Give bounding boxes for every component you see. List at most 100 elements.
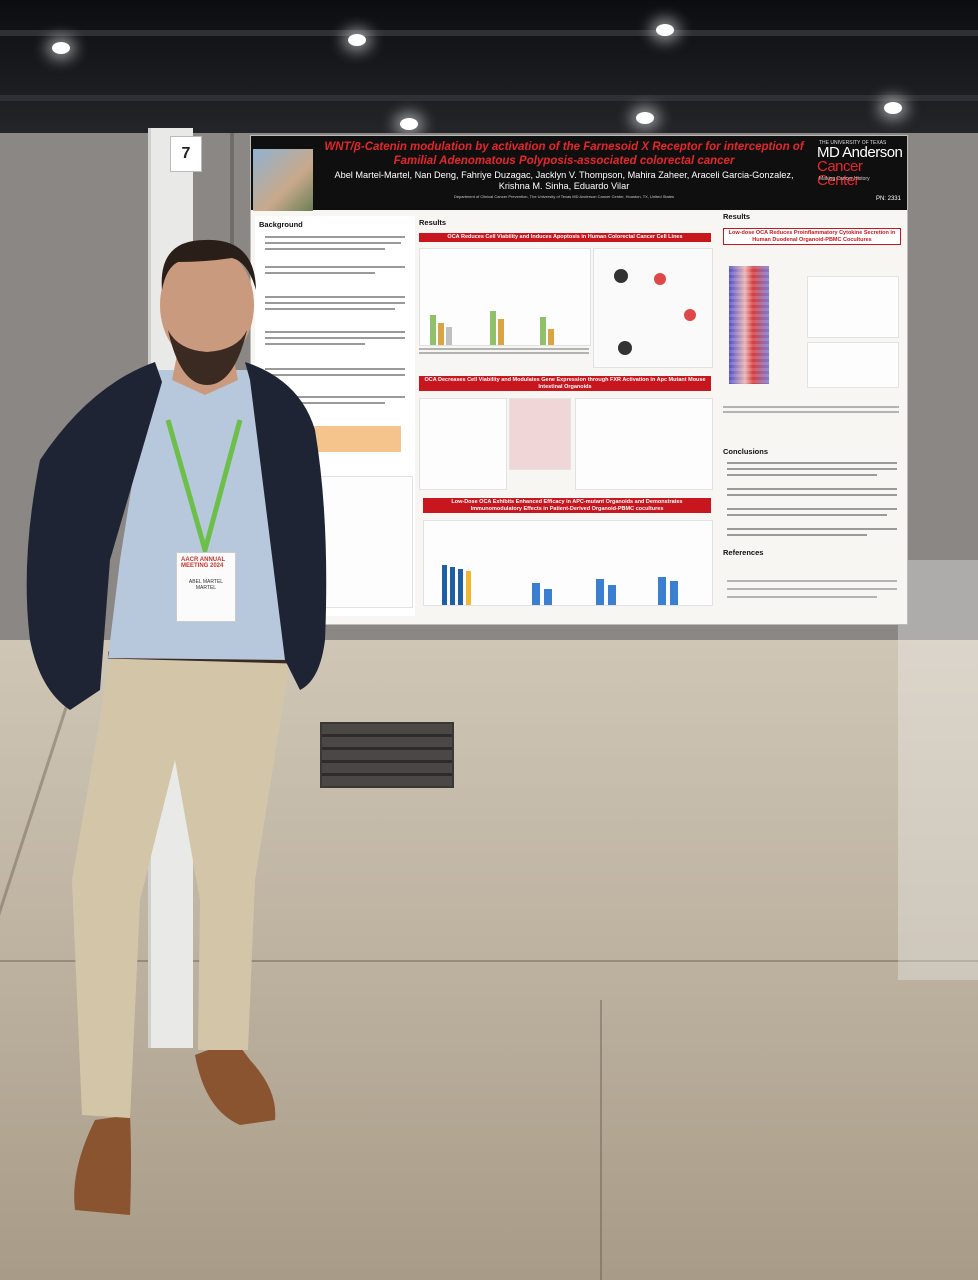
left-shoe xyxy=(74,1115,131,1215)
ceiling-light xyxy=(400,118,418,130)
results-heading-right: Results xyxy=(723,212,751,221)
chart-bar xyxy=(548,329,554,345)
text-line xyxy=(265,343,365,345)
blue-bar-charts xyxy=(423,520,713,606)
reference-line xyxy=(727,580,897,582)
histology-image xyxy=(509,398,571,470)
references-heading: References xyxy=(723,548,764,557)
text-line xyxy=(265,368,405,370)
hypothesis-box xyxy=(313,426,401,452)
text-line xyxy=(727,468,897,470)
glass-panel xyxy=(898,560,978,980)
floor-crack xyxy=(600,1000,602,1280)
chart-bar xyxy=(446,327,452,345)
poster-department: Department of Clinical Cancer Prevention… xyxy=(453,194,675,199)
text-line xyxy=(727,474,877,476)
chart-bar xyxy=(458,569,463,605)
chino-pants xyxy=(72,650,290,1118)
scatter-dot xyxy=(654,273,666,285)
text-line xyxy=(727,488,897,490)
poster-title: WNT/β-Catenin modulation by activation o… xyxy=(324,141,804,167)
ceiling xyxy=(0,0,978,140)
text-line xyxy=(265,248,385,250)
chart-bar xyxy=(498,319,504,345)
chart-bar xyxy=(438,323,444,345)
text-line xyxy=(727,528,897,530)
chart-bar xyxy=(442,565,447,605)
scatter-dot xyxy=(618,341,632,355)
chart-bar xyxy=(544,589,552,605)
poster-building-photo xyxy=(253,149,313,211)
gene-expression-panel xyxy=(575,398,713,490)
face xyxy=(160,245,254,365)
heatmap xyxy=(729,266,769,384)
jacket-right xyxy=(245,362,327,690)
text-line xyxy=(265,296,405,298)
poster-authors: Abel Martel-Martel, Nan Deng, Fahriye Du… xyxy=(334,170,794,191)
conclusions-heading: Conclusions xyxy=(723,447,769,456)
reference-line xyxy=(727,588,897,590)
research-poster: WNT/β-Catenin modulation by activation o… xyxy=(250,135,908,625)
poster-number: PN: 2331 xyxy=(875,196,901,202)
banner-cytokine: Low-dose OCA Reduces Proinflammatory Cyt… xyxy=(723,228,901,245)
banner-low-dose: Low-Dose OCA Exhibits Enhanced Efficacy … xyxy=(423,498,711,513)
ceiling-light xyxy=(52,42,70,54)
chart-bar xyxy=(540,317,546,345)
chart-bar xyxy=(670,581,678,605)
shirt xyxy=(108,370,290,660)
bar-chart-panel xyxy=(419,248,591,346)
line-chart-panel xyxy=(419,398,507,490)
text-line xyxy=(727,494,897,496)
text-line xyxy=(727,514,887,516)
caption-line xyxy=(419,348,589,350)
text-line xyxy=(727,534,867,536)
caption-line xyxy=(723,406,899,408)
reference-line xyxy=(727,596,877,598)
poster-header xyxy=(251,136,907,210)
text-line xyxy=(265,374,405,376)
right-shoe xyxy=(195,1040,276,1125)
text-line xyxy=(265,402,385,404)
badge-organization: AACR ANNUAL MEETING 2024 xyxy=(181,557,225,569)
logo-line2: Cancer Center xyxy=(817,158,863,189)
text-line xyxy=(265,308,395,310)
chart-bar xyxy=(658,577,666,605)
heatmap-rows xyxy=(729,266,769,384)
ceiling-light xyxy=(348,34,366,46)
schematic-figure xyxy=(317,476,413,608)
floor-seam xyxy=(0,960,978,962)
caption-line xyxy=(723,411,899,413)
ceiling-light xyxy=(884,102,902,114)
caption-line xyxy=(419,352,589,354)
chart-bar xyxy=(466,571,471,605)
flow-cytometry-panel xyxy=(593,248,713,368)
text-line xyxy=(265,396,405,398)
text-line xyxy=(727,462,897,464)
scatter-dot xyxy=(684,309,696,321)
text-line xyxy=(265,272,375,274)
logo-tagline: Making Cancer History xyxy=(819,176,870,182)
scatter-dot xyxy=(614,269,628,283)
text-line xyxy=(265,337,405,339)
ceiling-light xyxy=(656,24,674,36)
beard xyxy=(168,330,247,385)
chart-bar xyxy=(490,311,496,345)
text-line xyxy=(265,266,405,268)
mdanderson-logo: MD Anderson Cancer Center xyxy=(817,145,907,189)
banner-cell-viability: OCA Reduces Cell Viability and Induces A… xyxy=(419,233,711,242)
ceiling-beam xyxy=(0,95,978,101)
name-badge: AACR ANNUAL MEETING 2024 ABEL MARTEL MAR… xyxy=(176,552,236,622)
text-line xyxy=(265,331,405,333)
text-line xyxy=(265,236,405,238)
text-line xyxy=(727,508,897,510)
chart-bar xyxy=(608,585,616,605)
cytokine-chart xyxy=(807,342,899,388)
cytokine-chart xyxy=(807,276,899,338)
text-line xyxy=(265,242,401,244)
logo-university: THE UNIVERSITY OF TEXAS xyxy=(819,140,887,146)
booth-number: 7 xyxy=(170,136,202,172)
jacket-left xyxy=(26,362,162,710)
banner-organoids: OCA Decreases Cell Viability and Modulat… xyxy=(419,376,711,391)
